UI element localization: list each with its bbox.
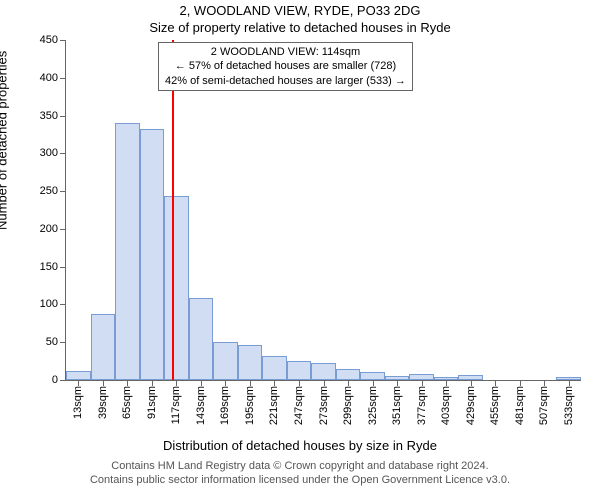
bar — [287, 361, 312, 380]
x-tick-label: 169sqm — [219, 386, 231, 425]
x-tick-label: 377sqm — [416, 386, 428, 425]
y-tick-label: 400 — [26, 72, 58, 84]
footer-line-2: Contains public sector information licen… — [90, 474, 510, 486]
callout-box: 2 WOODLAND VIEW: 114sqm← 57% of detached… — [158, 42, 413, 91]
marker-line — [172, 40, 174, 380]
bar — [336, 369, 361, 380]
x-tick-label: 351sqm — [391, 386, 403, 425]
callout-line: ← 57% of detached houses are smaller (72… — [165, 59, 406, 73]
bar — [189, 298, 214, 380]
y-tick-label: 100 — [26, 298, 58, 310]
bar — [91, 314, 116, 380]
footer-line-1: Contains HM Land Registry data © Crown c… — [111, 460, 488, 472]
bar — [311, 363, 336, 380]
x-tick-label: 299sqm — [342, 386, 354, 425]
x-tick-label: 65sqm — [121, 386, 133, 419]
page-subtitle: Size of property relative to detached ho… — [0, 20, 600, 35]
x-tick-label: 325sqm — [367, 386, 379, 425]
y-tick-label: 250 — [26, 185, 58, 197]
x-tick-label: 221sqm — [268, 386, 280, 425]
bar — [140, 129, 165, 380]
bar — [213, 342, 238, 380]
y-tick-label: 450 — [26, 34, 58, 46]
bar — [115, 123, 140, 380]
x-tick-label: 481sqm — [514, 386, 526, 425]
callout-line: 42% of semi-detached houses are larger (… — [165, 74, 406, 88]
bar — [360, 372, 385, 380]
bar — [238, 345, 263, 381]
x-tick-label: 195sqm — [244, 386, 256, 425]
bars — [66, 40, 581, 380]
x-tick-label: 429sqm — [465, 386, 477, 425]
x-tick-label: 507sqm — [538, 386, 550, 425]
y-tick-label: 50 — [26, 336, 58, 348]
callout-line: 2 WOODLAND VIEW: 114sqm — [165, 45, 406, 59]
x-tick-label: 13sqm — [72, 386, 84, 419]
x-tick-label: 273sqm — [318, 386, 330, 425]
page-title: 2, WOODLAND VIEW, RYDE, PO33 2DG — [0, 3, 600, 18]
x-tick-label: 39sqm — [97, 386, 109, 419]
bar — [66, 371, 91, 380]
bar — [262, 356, 287, 380]
chart-plot-area: 050100150200250300350400450 2 WOODLAND V… — [65, 40, 581, 381]
bar — [164, 196, 189, 380]
y-tick-label: 350 — [26, 110, 58, 122]
x-tick-label: 403sqm — [440, 386, 452, 425]
x-tick-label: 143sqm — [195, 386, 207, 425]
y-tick-label: 200 — [26, 223, 58, 235]
x-tick-label: 455sqm — [489, 386, 501, 425]
footer: Contains HM Land Registry data © Crown c… — [0, 460, 600, 488]
y-tick-label: 300 — [26, 147, 58, 159]
x-tick-label: 117sqm — [170, 386, 182, 424]
x-tick-label: 533sqm — [563, 386, 575, 425]
y-tick — [60, 380, 66, 381]
x-tick-label: 91sqm — [146, 386, 158, 419]
x-axis-label: Distribution of detached houses by size … — [0, 438, 600, 453]
y-axis-label: Number of detached properties — [0, 51, 10, 230]
y-tick-label: 0 — [26, 374, 58, 386]
y-tick-label: 150 — [26, 261, 58, 273]
x-tick-label: 247sqm — [293, 386, 305, 425]
